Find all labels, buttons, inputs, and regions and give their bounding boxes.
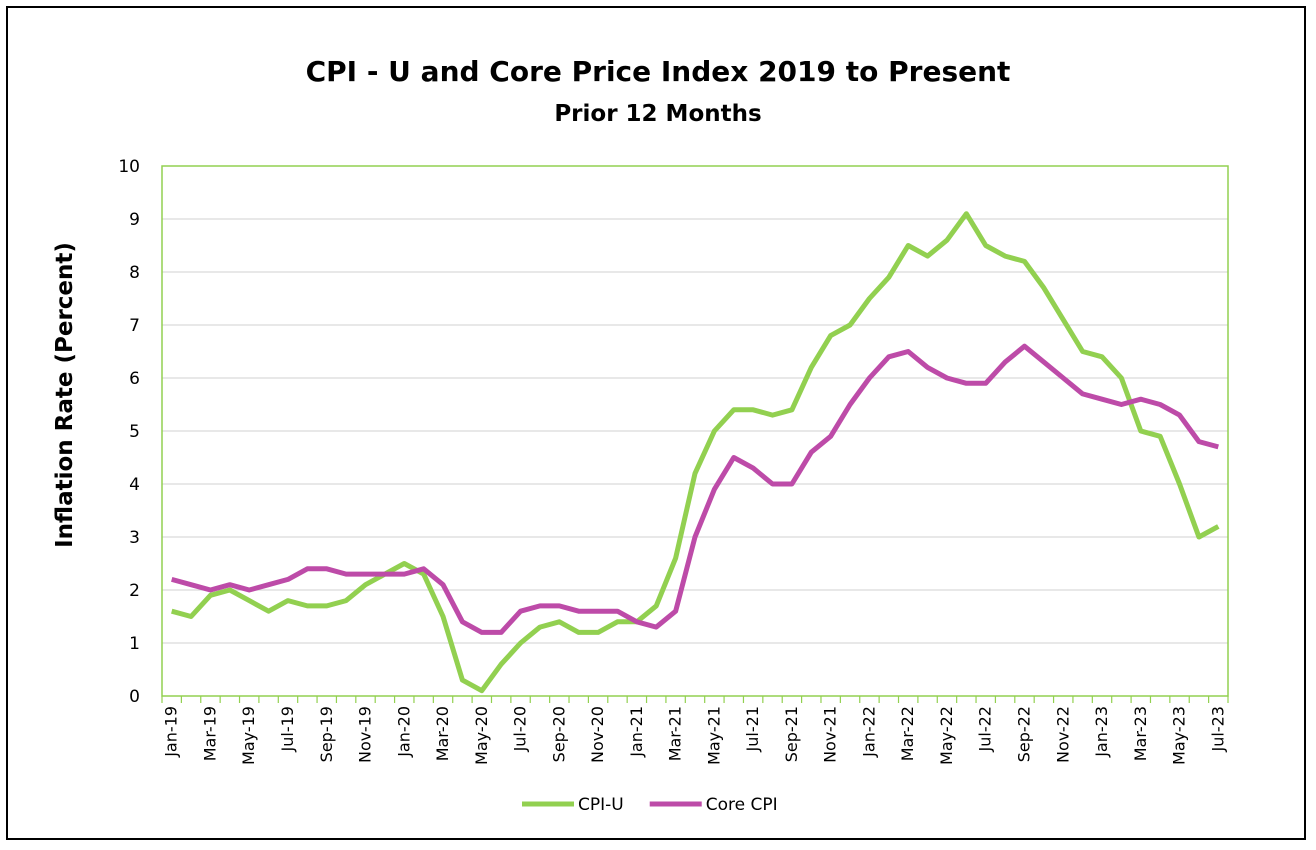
x-tick-label: Mar-22 [898,706,917,761]
legend: CPI-U Core CPI [522,795,778,815]
legend-label-cpi-u: CPI-U [578,795,624,815]
x-tick-label: Jul-21 [743,706,762,752]
y-tick-label: 8 [129,263,140,283]
series-lines [171,211,1220,694]
plot-area [161,165,1229,697]
x-tick-label: Jan-22 [859,706,878,758]
x-tick-label: Nov-20 [588,706,607,763]
legend-label-core-cpi: Core CPI [706,795,778,815]
x-tick-label: Jan-20 [394,706,413,758]
gridlines [162,218,1228,644]
x-tick-label: May-22 [937,706,956,765]
y-tick-label: 9 [129,210,140,230]
x-tick-label: Jul-22 [976,706,995,752]
x-tick-label: Jul-20 [511,706,530,752]
x-tick-label: Nov-21 [821,706,840,763]
x-tick-label: Mar-23 [1131,706,1150,761]
x-tick-label: Sep-21 [782,706,801,762]
chart-frame [6,6,1306,840]
series-line-cpi-u [171,211,1220,694]
x-tick-label: Nov-22 [1053,706,1072,763]
x-tick-label: May-19 [239,706,258,765]
x-tick-label: Nov-19 [356,706,375,763]
y-tick-label: 4 [129,475,140,495]
x-tick-label: Mar-20 [433,706,452,761]
x-tick-label: May-20 [472,706,491,765]
chart-title: CPI - U and Core Price Index 2019 to Pre… [306,55,1011,88]
x-tick-label: Mar-19 [200,706,219,761]
x-tick-label: Mar-21 [666,706,685,761]
y-tick-label: 3 [129,528,140,548]
x-tick-label: Sep-20 [549,706,568,762]
y-tick-label: 6 [129,369,140,389]
y-tick-label: 0 [129,687,140,707]
x-tick-label: May-23 [1170,706,1189,765]
x-tick-label: Sep-19 [317,706,336,762]
x-tick-label: Jul-23 [1208,706,1227,752]
x-tick-label: Jan-23 [1092,706,1111,758]
x-tick-label: Sep-22 [1014,706,1033,762]
x-tick-label: Jan-21 [627,706,646,758]
y-tick-label: 5 [129,422,140,442]
y-tick-label: 7 [129,316,140,336]
x-tick-label: May-21 [704,706,723,765]
y-tick-label: 10 [118,157,140,177]
y-tick-label: 2 [129,581,140,601]
x-tick-label: Jul-19 [278,706,297,752]
y-axis-ticks: 0 1 2 3 4 5 6 7 8 9 10 [118,157,140,707]
plot-border [161,165,1229,697]
y-tick-label: 1 [129,634,140,654]
x-axis-ticks: Jan-19 Mar-19 May-19 Jul-19 Sep-19 Nov-19 Jan-… [161,696,1229,765]
chart-subtitle: Prior 12 Months [554,101,761,127]
x-tick-label: Jan-19 [162,706,181,758]
y-axis-label: Inflation Rate (Percent) [52,242,78,548]
series-line-core-cpi [171,343,1219,635]
